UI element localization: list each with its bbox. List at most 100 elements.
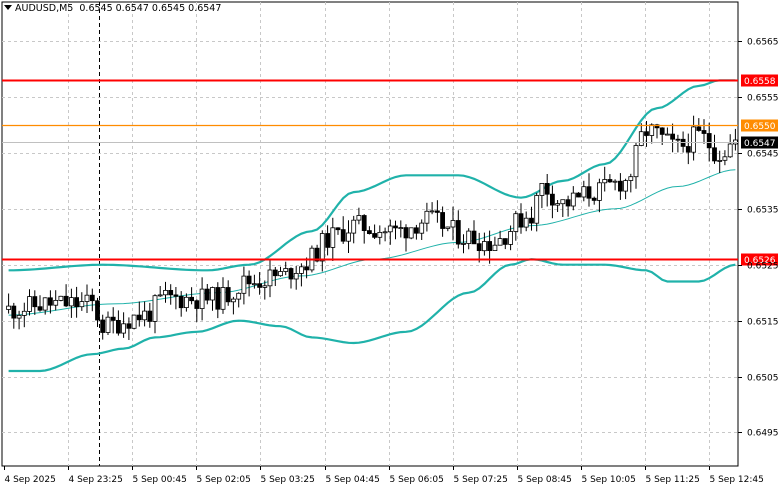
candle-body[interactable] [366,230,372,235]
candle-body[interactable] [361,215,367,232]
candle-body[interactable] [696,126,702,131]
price-levels[interactable]: 0.6558 0.6550 0.6547 0.6526 [2,74,778,267]
candle-body[interactable] [278,271,283,277]
candle-body[interactable] [11,305,17,319]
candle-body[interactable] [346,232,351,242]
candle-body[interactable] [283,268,289,272]
candle-body[interactable] [89,294,95,302]
candle-body[interactable] [644,131,649,136]
candle-body[interactable] [518,213,524,228]
candle-body[interactable] [618,180,623,192]
candle-body[interactable] [37,306,43,311]
candle-body[interactable] [110,316,116,321]
candle-body[interactable] [565,199,571,207]
candle-body[interactable] [16,314,22,319]
candle-body[interactable] [241,275,247,294]
candle-body[interactable] [220,287,226,310]
candle-body[interactable] [576,192,581,198]
candle-body[interactable] [466,230,472,244]
candle-body[interactable] [544,182,550,195]
candle-body[interactable] [225,287,231,303]
candles[interactable] [6,115,738,340]
candle-body[interactable] [42,297,48,311]
candle-body[interactable] [157,294,163,297]
candle-body[interactable] [74,297,79,308]
candle-body[interactable] [649,124,655,136]
candle-body[interactable] [314,247,320,262]
candle-body[interactable] [168,289,174,296]
candle-body[interactable] [173,294,179,297]
candle-body[interactable] [424,210,430,224]
candle-body[interactable] [591,197,597,201]
candle-body[interactable] [95,300,100,321]
candle-body[interactable] [330,227,336,248]
candle-body[interactable] [492,244,498,251]
candle-body[interactable] [53,299,59,306]
candle-body[interactable] [183,296,189,308]
candle-body[interactable] [356,215,362,221]
dropdown-triangle-icon[interactable] [4,5,12,10]
candle-body[interactable] [455,220,461,245]
candle-body[interactable] [607,179,613,183]
candle-body[interactable] [163,289,168,296]
candle-body[interactable] [372,233,378,238]
candle-body[interactable] [288,268,294,280]
candle-body[interactable] [121,323,126,334]
candle-body[interactable] [701,130,707,134]
candle-body[interactable] [48,297,53,306]
candle-body[interactable] [32,296,38,308]
candle-body[interactable] [706,133,712,149]
candle-body[interactable] [727,143,733,158]
candle-body[interactable] [440,212,446,229]
candle-body[interactable] [194,300,200,309]
candle-body[interactable] [408,227,414,239]
candle-body[interactable] [570,192,576,207]
candle-body[interactable] [413,227,419,234]
candle-body[interactable] [550,193,555,206]
candle-body[interactable] [628,176,634,181]
candle-body[interactable] [612,180,618,183]
candle-body[interactable] [481,241,487,252]
candle-body[interactable] [429,210,435,213]
candle-body[interactable] [387,225,393,233]
candle-body[interactable] [27,296,32,312]
candle-body[interactable] [659,127,665,135]
candle-body[interactable] [142,310,148,321]
candle-body[interactable] [450,220,456,228]
candle-body[interactable] [508,231,514,245]
candle-body[interactable] [340,229,346,242]
candle-body[interactable] [298,266,304,274]
candle-body[interactable] [293,272,299,280]
candle-body[interactable] [210,287,215,301]
candle-body[interactable] [722,156,728,161]
candle-body[interactable] [487,241,493,252]
candle-body[interactable] [529,217,534,224]
candle-body[interactable] [136,314,142,321]
candle-body[interactable] [100,319,106,333]
candle-body[interactable] [79,301,85,308]
candle-body[interactable] [319,233,325,262]
candle-body[interactable] [586,186,592,199]
candle-body[interactable] [126,323,132,329]
candle-body[interactable] [513,213,519,232]
candle-body[interactable] [471,230,477,245]
candle-body[interactable] [633,145,639,178]
candle-body[interactable] [560,199,566,205]
candle-body[interactable] [189,296,195,302]
candle-body[interactable] [377,231,383,238]
candle-body[interactable] [539,182,545,196]
candle-body[interactable] [131,314,137,329]
candle-body[interactable] [502,238,508,245]
candle-body[interactable] [476,243,482,251]
candle-body[interactable] [105,316,111,333]
candle-body[interactable] [236,292,242,300]
candle-body[interactable] [403,227,409,239]
candle-body[interactable] [58,295,64,301]
candle-body[interactable] [204,288,210,301]
candle-body[interactable] [623,180,628,192]
candle-body[interactable] [351,219,357,234]
candle-body[interactable] [398,227,404,230]
candle-body[interactable] [581,186,587,198]
